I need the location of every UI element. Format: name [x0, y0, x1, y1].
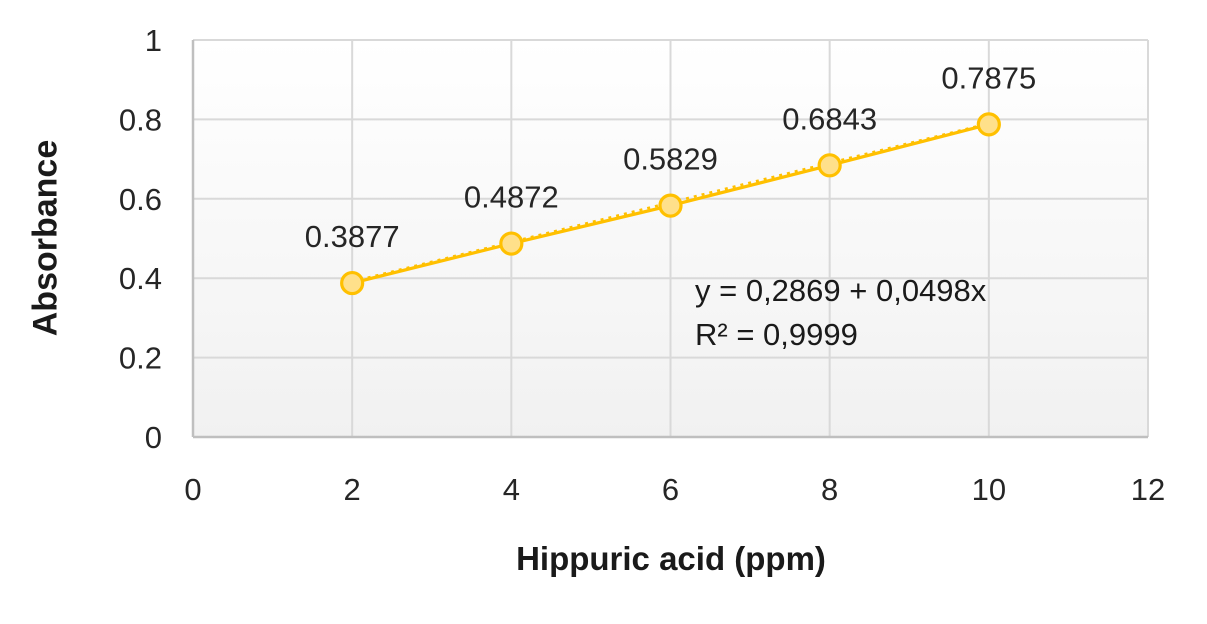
data-point-marker: [658, 193, 683, 218]
x-axis-tick-label: 12: [1131, 472, 1165, 507]
y-axis-tick-label: 0.6: [119, 182, 162, 217]
y-axis-title: Absorbance: [26, 139, 65, 337]
y-axis-tick-label: 0.2: [119, 341, 162, 376]
data-point-label: 0.3877: [305, 219, 400, 254]
y-axis-tick-label: 0: [145, 420, 162, 455]
data-point-marker: [499, 231, 524, 256]
x-axis-tick-label: 6: [662, 472, 679, 507]
x-axis-tick-label: 10: [972, 472, 1006, 507]
data-point-label: 0.7875: [941, 60, 1036, 95]
x-axis-tick-label: 8: [821, 472, 838, 507]
equation-label: y = 0,2869 + 0,0498x: [695, 273, 987, 308]
y-axis-tick-label: 0.4: [119, 261, 162, 296]
x-axis-tick-label: 2: [344, 472, 361, 507]
data-point-label: 0.4872: [464, 180, 559, 215]
data-point-marker: [817, 153, 842, 178]
y-axis-tick-label: 1: [145, 23, 162, 58]
x-axis-title: Hippuric acid (ppm): [516, 540, 826, 577]
x-axis-tick-label: 4: [503, 472, 520, 507]
data-point-marker: [340, 270, 365, 296]
data-point-marker: [976, 112, 1001, 137]
data-point-label: 0.6843: [782, 101, 877, 136]
data-point-label: 0.5829: [623, 142, 718, 177]
y-axis-tick-label: 0.8: [119, 102, 162, 137]
r-squared-label: R² = 0,9999: [695, 317, 858, 352]
x-axis-tick-label: 0: [184, 472, 201, 507]
